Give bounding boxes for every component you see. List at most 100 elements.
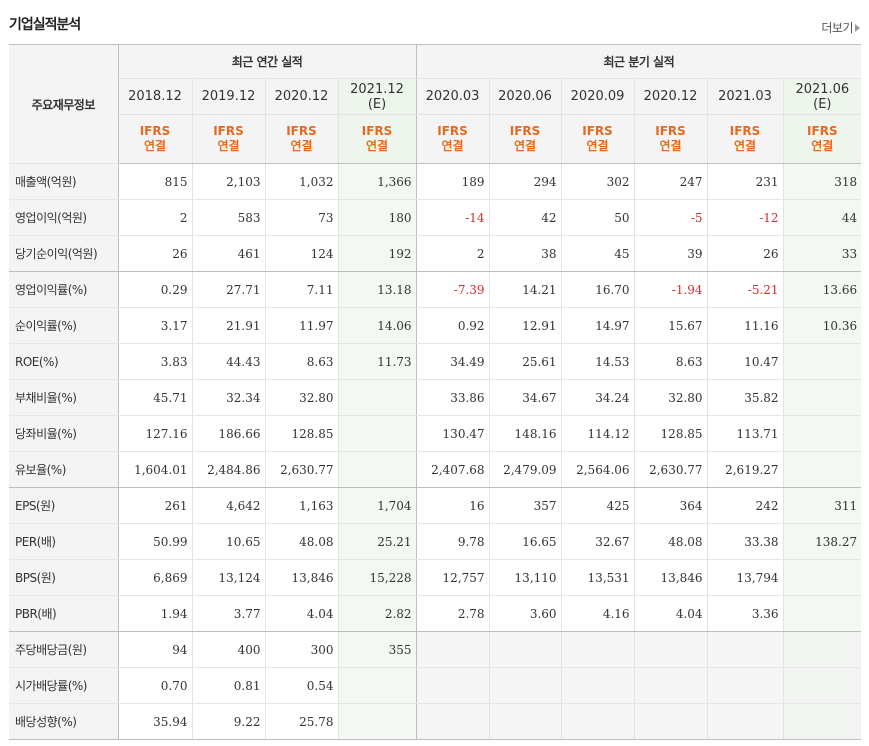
table-cell: -7.39 <box>415 271 490 308</box>
accounting-standard-header: IFRS 연결 <box>337 114 417 164</box>
table-cell <box>488 667 562 704</box>
table-row: 매출액(억원) 815 2,103 1,032 1,366 189 294 302 247 231… <box>9 163 862 200</box>
table-cell <box>782 343 862 380</box>
table-cell: 127.16 <box>117 415 192 452</box>
accounting-standard: IFRS <box>509 124 541 138</box>
table-cell <box>633 631 708 668</box>
table-cell: 45 <box>560 235 635 272</box>
period-header: 2020.03 <box>415 78 490 115</box>
table-cell: 39 <box>633 235 708 272</box>
table-cell: 815 <box>117 163 192 200</box>
table-cell: 33 <box>782 235 862 272</box>
table-cell: 14.21 <box>488 271 562 308</box>
accounting-standard-header: IFRS 연결 <box>782 114 862 164</box>
period-estimate-flag: (E) <box>813 96 832 112</box>
accounting-standard: IFRS <box>139 124 171 138</box>
table-cell: 13,794 <box>706 559 784 596</box>
table-cell: 25.21 <box>337 523 417 560</box>
period-date: 2021.03 <box>718 89 772 104</box>
table-row: ROE(%) 3.83 44.43 8.63 11.73 34.49 25.61 14.53 8… <box>9 343 862 380</box>
period-estimate-flag: (E) <box>367 96 387 112</box>
table-cell: 318 <box>782 163 862 200</box>
table-cell: 357 <box>488 487 562 524</box>
table-cell: 294 <box>488 163 562 200</box>
header-row-groups: 주요재무정보 최근 연간 실적 최근 분기 실적 <box>9 44 862 164</box>
table-cell: 13,124 <box>191 559 265 596</box>
table-cell: 50.99 <box>117 523 192 560</box>
table-cell <box>782 559 862 596</box>
accounting-standard: IFRS <box>729 124 761 138</box>
table-cell: 12,757 <box>415 559 490 596</box>
table-row: 영업이익(억원) 2 583 73 180 -14 42 50 -5 -12 44 <box>9 199 862 236</box>
table-cell: 3.17 <box>117 307 192 344</box>
table-cell: -14 <box>415 199 490 236</box>
accounting-standard-header: IFRS 연결 <box>706 114 784 164</box>
table-cell <box>782 631 862 668</box>
table-cell: 16.70 <box>560 271 635 308</box>
period-header: 2020.09 <box>560 78 635 115</box>
table-cell: 180 <box>337 199 417 236</box>
consolidation-scope: 연결 <box>365 139 389 153</box>
table-cell: 8.63 <box>264 343 338 380</box>
table-cell: 8.63 <box>633 343 708 380</box>
row-label: PBR(배) <box>9 595 118 632</box>
accounting-standard: IFRS <box>582 124 613 138</box>
table-cell: 128.85 <box>633 415 708 452</box>
table-cell: 16.65 <box>488 523 562 560</box>
consolidation-scope: 연결 <box>290 139 313 153</box>
table-cell: 14.97 <box>560 307 635 344</box>
table-cell <box>782 667 862 704</box>
period-header: 2018.12 <box>117 78 192 115</box>
table-cell <box>782 415 862 452</box>
table-cell: 130.47 <box>415 415 490 452</box>
table-cell: 192 <box>337 235 417 272</box>
table-cell: 14.06 <box>337 307 417 344</box>
table-cell: 94 <box>117 631 192 668</box>
table-cell: 26 <box>117 235 192 272</box>
table-cell: 3.77 <box>191 595 265 632</box>
row-label: 매출액(억원) <box>9 163 118 200</box>
table-cell: 73 <box>264 199 338 236</box>
table-cell: 300 <box>264 631 338 668</box>
table-row: 당기순이익(억원) 26 461 124 192 2 38 45 39 26 33 <box>9 235 862 272</box>
table-cell: 33.86 <box>415 379 490 416</box>
table-cell: 0.81 <box>191 667 265 704</box>
consolidation-scope: 연결 <box>143 139 167 153</box>
table-cell: 32.34 <box>191 379 265 416</box>
table-cell: 302 <box>560 163 635 200</box>
table-cell: 0.29 <box>117 271 192 308</box>
table-cell <box>560 667 635 704</box>
header-row-standards: IFRS 연결 IFRS 연결 IFRS 연결 IFRS 연결 IFRS 연결 IFRS 연결 IFRS… <box>9 114 862 164</box>
row-label: 부채비율(%) <box>9 379 118 416</box>
accounting-standard: IFRS <box>807 124 838 138</box>
period-date: 2020.12 <box>643 89 698 104</box>
table-cell <box>782 703 862 740</box>
table-cell: 1,032 <box>264 163 338 200</box>
table-cell <box>706 631 784 668</box>
table-cell <box>782 451 862 488</box>
accounting-standard-header: IFRS 연결 <box>415 114 490 164</box>
table-cell: 13,846 <box>633 559 708 596</box>
table-cell: 44.43 <box>191 343 265 380</box>
table-cell: 10.65 <box>191 523 265 560</box>
financial-summary-table: 주요재무정보 최근 연간 실적 최근 분기 실적 2018.12 2019.12 2… <box>9 44 862 740</box>
table-cell: 42 <box>488 199 562 236</box>
row-label: 주당배당금(원) <box>9 631 118 668</box>
row-label: 배당성향(%) <box>9 703 118 740</box>
table-cell: 27.71 <box>191 271 265 308</box>
more-link[interactable]: 더보기 <box>821 19 860 36</box>
table-cell: 13.18 <box>337 271 417 308</box>
accounting-standard-header: IFRS 연결 <box>117 114 192 164</box>
table-cell: 34.49 <box>415 343 490 380</box>
table-cell: 124 <box>264 235 338 272</box>
row-label: 당기순이익(억원) <box>9 235 118 272</box>
row-label: 시가배당률(%) <box>9 667 118 704</box>
more-link-label: 더보기 <box>821 21 853 35</box>
period-header: 2020.12 <box>633 78 708 115</box>
period-date: 2021.06 <box>795 81 850 97</box>
accounting-standard-header: IFRS 연결 <box>488 114 562 164</box>
table-cell: 48.08 <box>264 523 338 560</box>
table-cell: 355 <box>337 631 417 668</box>
table-cell: 50 <box>560 199 635 236</box>
period-header: 2020.12 <box>264 78 338 115</box>
